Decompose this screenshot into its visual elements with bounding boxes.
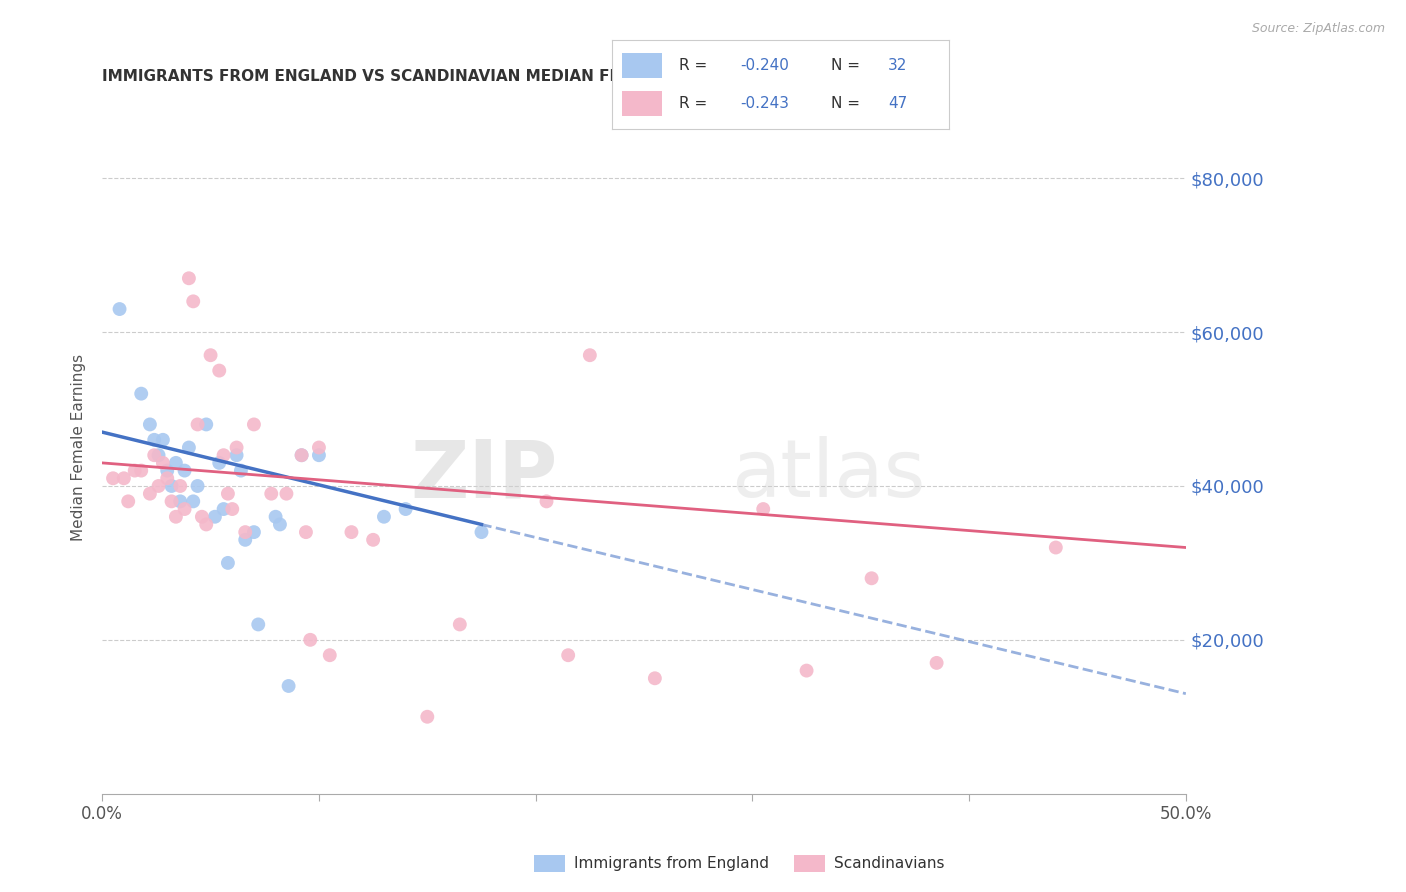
Point (243, 525, 266, 540)
Point (177, 271, 200, 285)
Point (165, 509, 187, 524)
Point (108, 301, 131, 316)
Point (195, 417, 218, 432)
Point (299, 632, 322, 647)
Point (173, 502, 195, 516)
Point (129, 386, 152, 401)
Point (139, 486, 162, 500)
Point (291, 448, 314, 462)
Point (579, 348, 602, 362)
Point (394, 502, 416, 516)
Point (169, 479, 191, 493)
Text: -0.240: -0.240 (740, 58, 789, 72)
Point (752, 502, 775, 516)
Point (373, 509, 395, 524)
Point (187, 479, 209, 493)
Point (449, 617, 471, 632)
Point (173, 464, 195, 478)
Point (112, 471, 135, 485)
Point (416, 710, 439, 724)
Text: R =: R = (679, 96, 713, 111)
Point (269, 517, 291, 532)
Point (470, 525, 492, 540)
Point (143, 448, 166, 462)
FancyBboxPatch shape (621, 53, 662, 78)
Point (208, 363, 231, 377)
Text: IMMIGRANTS FROM ENGLAND VS SCANDINAVIAN MEDIAN FEMALE EARNINGS CORRELATION CHART: IMMIGRANTS FROM ENGLAND VS SCANDINAVIAN … (103, 69, 949, 84)
Point (277, 679, 299, 693)
Point (860, 571, 883, 585)
Point (225, 441, 247, 455)
Point (177, 441, 200, 455)
Point (233, 525, 256, 540)
Point (295, 525, 318, 540)
Text: Source: ZipAtlas.com: Source: ZipAtlas.com (1251, 22, 1385, 36)
Point (139, 417, 162, 432)
Point (204, 509, 226, 524)
Point (152, 433, 174, 447)
Point (169, 494, 191, 508)
Point (229, 464, 252, 478)
Point (143, 433, 166, 447)
Point (291, 448, 314, 462)
Text: Immigrants from England: Immigrants from England (574, 856, 769, 871)
Point (160, 494, 183, 508)
Point (247, 617, 270, 632)
Point (212, 502, 235, 516)
Point (124, 464, 146, 478)
Point (233, 533, 256, 547)
Text: N =: N = (831, 58, 865, 72)
Point (264, 509, 287, 524)
Text: 32: 32 (889, 58, 908, 72)
Point (796, 664, 818, 678)
Point (117, 494, 139, 508)
FancyBboxPatch shape (621, 91, 662, 116)
Point (243, 417, 266, 432)
Point (308, 448, 330, 462)
Point (217, 556, 239, 570)
Point (361, 533, 384, 547)
Point (181, 494, 204, 508)
Text: atlas: atlas (731, 436, 925, 514)
Point (308, 441, 330, 455)
Point (319, 648, 342, 663)
Point (152, 456, 174, 470)
Point (644, 671, 666, 685)
Point (156, 464, 179, 478)
Point (1045, 541, 1067, 555)
Text: R =: R = (679, 58, 713, 72)
Point (217, 486, 239, 500)
Point (156, 471, 179, 485)
Point (221, 502, 243, 516)
Text: -0.243: -0.243 (740, 96, 789, 111)
Point (160, 479, 183, 493)
Y-axis label: Median Female Earnings: Median Female Earnings (72, 354, 86, 541)
Text: 47: 47 (889, 96, 907, 111)
Point (925, 656, 948, 670)
Point (212, 448, 235, 462)
Point (148, 448, 170, 462)
Point (129, 464, 152, 478)
Point (165, 456, 187, 470)
Point (340, 525, 363, 540)
Point (148, 479, 170, 493)
Point (225, 448, 247, 462)
Text: Scandinavians: Scandinavians (834, 856, 945, 871)
Point (187, 417, 209, 432)
Point (536, 494, 558, 508)
Point (181, 294, 204, 309)
Point (276, 486, 298, 500)
Point (101, 471, 124, 485)
Point (191, 509, 214, 524)
Point (195, 517, 218, 532)
Text: ZIP: ZIP (411, 436, 557, 514)
Point (260, 486, 283, 500)
Point (208, 456, 231, 470)
Text: N =: N = (831, 96, 865, 111)
Point (557, 648, 579, 663)
Point (200, 348, 222, 362)
